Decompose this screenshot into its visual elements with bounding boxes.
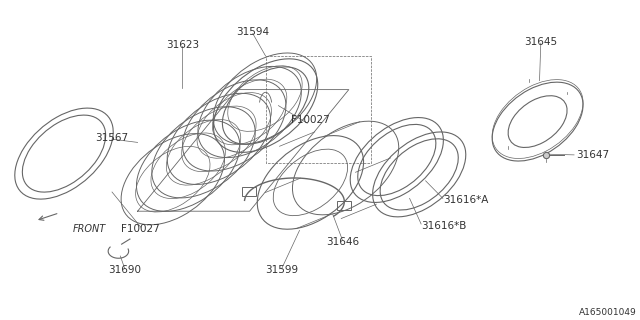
Text: 31623: 31623 xyxy=(166,40,199,50)
Bar xyxy=(242,187,256,196)
Text: 31646: 31646 xyxy=(326,236,359,247)
Text: 31599: 31599 xyxy=(265,265,298,276)
Text: 31616*B: 31616*B xyxy=(421,220,467,231)
Text: 31616*A: 31616*A xyxy=(443,195,488,205)
Text: 31594: 31594 xyxy=(236,27,269,37)
Text: 31567: 31567 xyxy=(95,132,129,143)
Text: 31645: 31645 xyxy=(524,36,557,47)
Text: FRONT: FRONT xyxy=(72,224,106,234)
Text: A165001049: A165001049 xyxy=(579,308,637,317)
Text: 31690: 31690 xyxy=(108,265,141,276)
Text: F10027: F10027 xyxy=(291,115,330,125)
Text: 31647: 31647 xyxy=(576,150,609,160)
Bar xyxy=(337,201,351,210)
Text: F10027: F10027 xyxy=(122,224,160,234)
